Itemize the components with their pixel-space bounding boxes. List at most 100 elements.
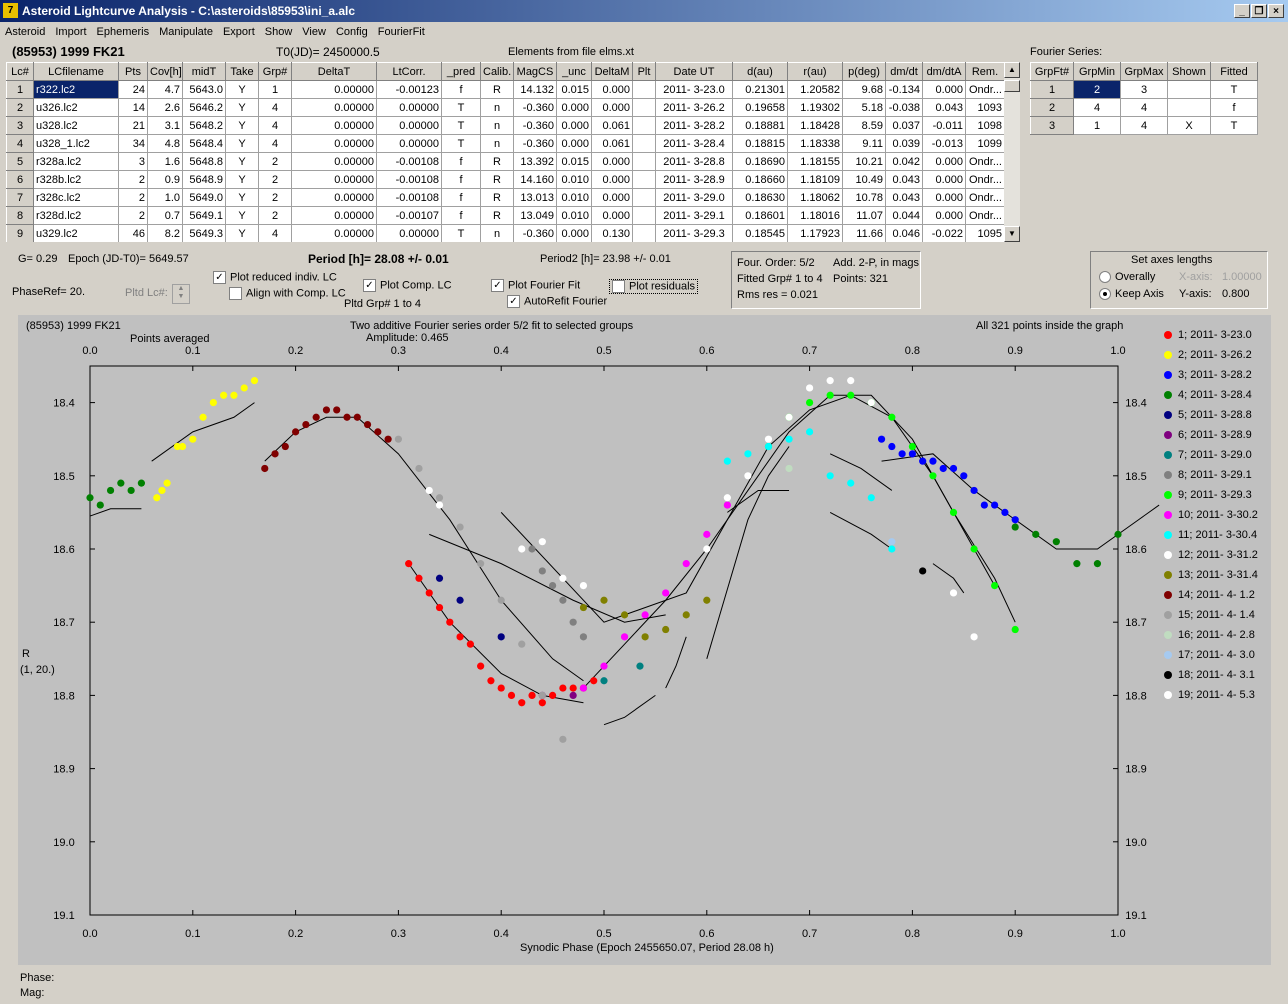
lc-col-header[interactable]: Lc#: [6, 62, 34, 81]
fourier-cell[interactable]: [1167, 80, 1211, 99]
menu-import[interactable]: Import: [55, 26, 87, 38]
lc-cell[interactable]: 1.20582: [787, 80, 843, 99]
lc-cell[interactable]: 0.044: [885, 206, 923, 225]
lc-cell[interactable]: [632, 206, 656, 225]
lc-cell[interactable]: -0.360: [513, 98, 557, 117]
lc-cell[interactable]: 0.00000: [376, 134, 442, 153]
lc-cell[interactable]: 0.18690: [732, 152, 788, 171]
lc-col-header[interactable]: Rem.: [965, 62, 1005, 81]
fourier-cell[interactable]: [1167, 98, 1211, 117]
lc-col-header[interactable]: dm/dt: [885, 62, 923, 81]
lc-cell[interactable]: 1.6: [147, 152, 183, 171]
plot-comp-checkbox[interactable]: ✓ Plot Comp. LC: [363, 279, 452, 292]
fourier-col-header[interactable]: GrpFt#: [1030, 62, 1074, 81]
lc-cell[interactable]: 14.132: [513, 80, 557, 99]
lc-cell[interactable]: 10.21: [842, 152, 886, 171]
lc-cell[interactable]: 4: [258, 224, 292, 242]
lc-cell[interactable]: 0.000: [556, 134, 592, 153]
lc-cell[interactable]: 0.18815: [732, 134, 788, 153]
fourier-col-header[interactable]: Shown: [1167, 62, 1211, 81]
lc-cell[interactable]: 0.00000: [291, 152, 377, 171]
lc-cell[interactable]: 0.061: [591, 116, 633, 135]
scroll-down-icon[interactable]: ▼: [1004, 226, 1020, 242]
lc-cell[interactable]: 13.013: [513, 188, 557, 207]
lc-cell[interactable]: -0.134: [885, 80, 923, 99]
fourier-cell[interactable]: 2: [1073, 80, 1121, 99]
lc-cell[interactable]: 2011- 3-29.3: [655, 224, 733, 242]
lc-cell[interactable]: R: [480, 206, 514, 225]
lc-col-header[interactable]: DeltaT: [291, 62, 377, 81]
lc-cell[interactable]: 10.78: [842, 188, 886, 207]
plot-fourier-checkbox[interactable]: ✓ Plot Fourier Fit: [491, 279, 580, 292]
lc-cell[interactable]: 9.11: [842, 134, 886, 153]
lc-row-header[interactable]: 5: [6, 152, 34, 171]
lc-cell[interactable]: 0.000: [591, 206, 633, 225]
menu-export[interactable]: Export: [222, 26, 255, 38]
lc-cell[interactable]: 1.18016: [787, 206, 843, 225]
lc-cell[interactable]: 0.043: [885, 170, 923, 189]
lc-cell[interactable]: 0.00000: [291, 188, 377, 207]
lc-cell[interactable]: Ondr...: [965, 80, 1005, 99]
lc-cell[interactable]: n: [480, 224, 514, 242]
pltd-lc-spinner[interactable]: ▲ ▼: [172, 284, 190, 304]
lc-cell[interactable]: [632, 98, 656, 117]
lc-cell[interactable]: Y: [225, 188, 259, 207]
fourier-col-header[interactable]: Fitted: [1210, 62, 1258, 81]
overally-radio[interactable]: Overally: [1099, 271, 1155, 284]
lc-row-header[interactable]: 4: [6, 134, 34, 153]
lc-cell[interactable]: 0.000: [591, 188, 633, 207]
lc-col-header[interactable]: Calib.: [480, 62, 514, 81]
lc-cell[interactable]: 0.000: [556, 116, 592, 135]
menu-asteroid[interactable]: Asteroid: [5, 26, 46, 38]
scroll-up-icon[interactable]: ▲: [1004, 62, 1020, 78]
fourier-col-header[interactable]: GrpMax: [1120, 62, 1168, 81]
lc-cell[interactable]: 1.18338: [787, 134, 843, 153]
lc-cell[interactable]: u328.lc2: [33, 116, 119, 135]
lc-cell[interactable]: 5648.8: [182, 152, 226, 171]
lc-cell[interactable]: 0.00000: [376, 116, 442, 135]
lc-cell[interactable]: Y: [225, 116, 259, 135]
fourier-cell[interactable]: T: [1210, 80, 1258, 99]
lc-cell[interactable]: r328d.lc2: [33, 206, 119, 225]
lc-cell[interactable]: 2: [118, 188, 148, 207]
menu-config[interactable]: Config: [335, 26, 368, 38]
lc-cell[interactable]: 2011- 3-28.8: [655, 152, 733, 171]
lc-cell[interactable]: 1095: [965, 224, 1005, 242]
lc-cell[interactable]: Y: [225, 134, 259, 153]
lc-cell[interactable]: 4: [258, 134, 292, 153]
lc-cell[interactable]: -0.00108: [376, 188, 442, 207]
lc-cell[interactable]: 2011- 3-29.0: [655, 188, 733, 207]
lc-cell[interactable]: 2.6: [147, 98, 183, 117]
lc-cell[interactable]: Ondr...: [965, 152, 1005, 171]
lc-cell[interactable]: 0.000: [591, 170, 633, 189]
lc-cell[interactable]: 2: [258, 206, 292, 225]
lc-cell[interactable]: 0.19658: [732, 98, 788, 117]
lc-cell[interactable]: Ondr...: [965, 206, 1005, 225]
lc-cell[interactable]: 0.18660: [732, 170, 788, 189]
lc-cell[interactable]: 0.000: [556, 98, 592, 117]
lc-cell[interactable]: 1099: [965, 134, 1005, 153]
fourier-cell[interactable]: X: [1167, 116, 1211, 135]
lc-cell[interactable]: 2: [118, 170, 148, 189]
lc-cell[interactable]: -0.360: [513, 224, 557, 242]
lc-cell[interactable]: 1.18428: [787, 116, 843, 135]
lc-cell[interactable]: 0.010: [556, 206, 592, 225]
maximize-button[interactable]: ❐: [1251, 4, 1267, 18]
lc-cell[interactable]: 0.015: [556, 80, 592, 99]
lc-cell[interactable]: 0.000: [591, 98, 633, 117]
lc-col-header[interactable]: Cov[h]: [147, 62, 183, 81]
lc-cell[interactable]: 0.18545: [732, 224, 788, 242]
autorefit-checkbox[interactable]: ✓ AutoRefit Fourier: [507, 295, 607, 308]
plot-reduced-checkbox[interactable]: ✓ Plot reduced indiv. LC: [213, 271, 337, 284]
lc-col-header[interactable]: midT: [182, 62, 226, 81]
fourier-row-header[interactable]: 1: [1030, 80, 1074, 99]
fourier-col-header[interactable]: GrpMin: [1073, 62, 1121, 81]
fourier-cell[interactable]: 3: [1120, 80, 1168, 99]
align-comp-checkbox[interactable]: Align with Comp. LC: [229, 287, 346, 300]
lc-cell[interactable]: 0.18630: [732, 188, 788, 207]
lc-cell[interactable]: -0.00123: [376, 80, 442, 99]
